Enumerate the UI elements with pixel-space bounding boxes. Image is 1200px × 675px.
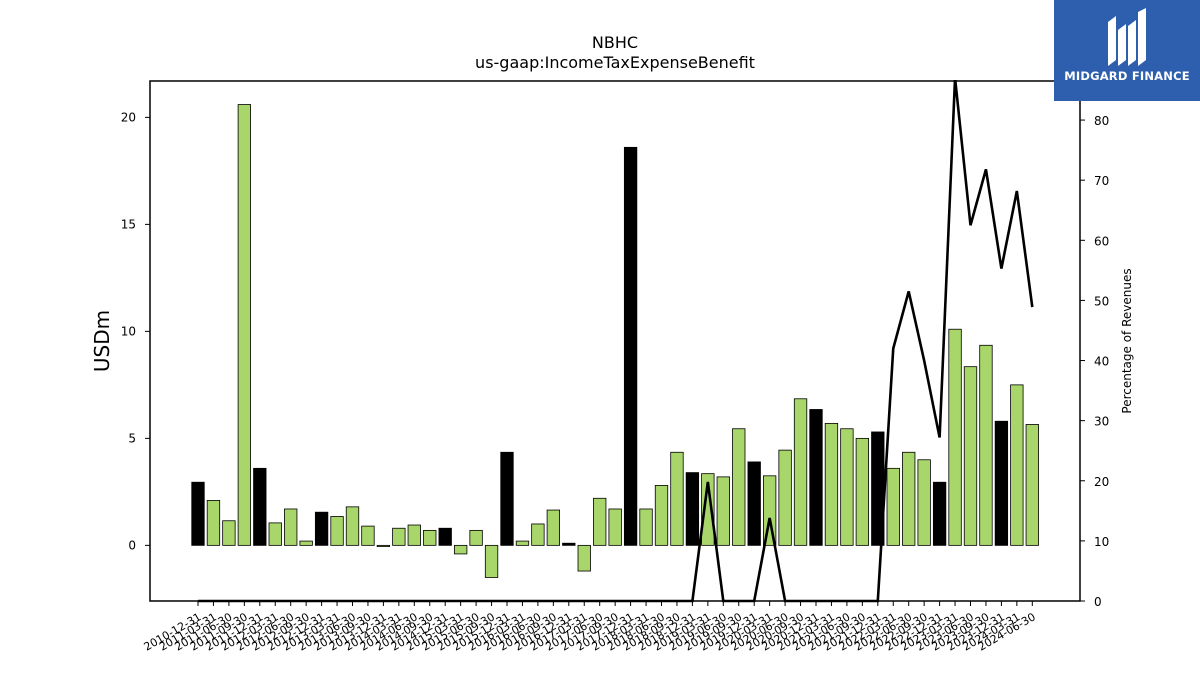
y2-tick-label: 0 bbox=[1094, 595, 1102, 609]
axes-layer: 05101520010203040506070802010-12-312011-… bbox=[0, 0, 1200, 654]
y2-axis-label: Percentage of Revenues bbox=[1120, 268, 1134, 413]
bar-2022-06-30 bbox=[902, 451, 916, 546]
bar-2020-12-31 bbox=[809, 409, 823, 546]
y2-tick-label: 50 bbox=[1094, 294, 1109, 308]
bar-2021-03-31 bbox=[824, 422, 839, 546]
y2-tick-label: 80 bbox=[1094, 114, 1109, 128]
bar-2016-06-30 bbox=[531, 523, 545, 546]
bar-2017-06-30 bbox=[593, 497, 607, 546]
bar-2021-09-30 bbox=[855, 437, 869, 546]
bar-2021-06-30 bbox=[840, 428, 854, 546]
y2-tick-label: 20 bbox=[1094, 475, 1109, 489]
bar-2017-09-30 bbox=[608, 508, 622, 546]
bar-2017-12-31 bbox=[623, 146, 638, 546]
logo-text: MIDGARD FINANCE bbox=[1064, 69, 1190, 83]
bar-2012-03-31 bbox=[268, 522, 282, 546]
bar-2017-03-31 bbox=[577, 544, 591, 572]
bar-2023-06-30 bbox=[963, 366, 978, 546]
bar-2019-09-30 bbox=[732, 428, 746, 546]
y2-tick-label: 70 bbox=[1094, 174, 1109, 188]
bar-2011-03-31 bbox=[206, 500, 221, 546]
chart-subtitle: us-gaap:IncomeTaxExpenseBenefit bbox=[475, 53, 755, 72]
y-tick-label: 0 bbox=[128, 538, 136, 552]
y-tick-label: 15 bbox=[121, 217, 136, 231]
bar-2012-12-31 bbox=[314, 511, 329, 546]
bar-2020-06-30 bbox=[778, 449, 792, 546]
bar-2015-12-31 bbox=[500, 451, 514, 546]
bar-2018-06-30 bbox=[654, 485, 669, 546]
bar-2018-12-31 bbox=[685, 472, 700, 546]
y2-tick-label: 10 bbox=[1094, 535, 1109, 549]
bar-2013-06-30 bbox=[345, 506, 360, 546]
bar-2013-12-31 bbox=[376, 544, 391, 547]
bar-2013-09-30 bbox=[361, 525, 375, 546]
chart-title: NBHC bbox=[592, 33, 638, 52]
top-mask bbox=[0, 0, 1200, 80]
y-tick-label: 5 bbox=[128, 431, 136, 445]
bar-2012-06-30 bbox=[284, 508, 298, 546]
bar-2022-12-31 bbox=[932, 481, 947, 546]
bar-2012-09-30 bbox=[299, 540, 313, 546]
bar-2011-06-30 bbox=[222, 520, 236, 546]
bar-2018-09-30 bbox=[670, 451, 684, 546]
bar-2022-03-31 bbox=[886, 467, 900, 546]
bar-2020-09-30 bbox=[793, 398, 808, 546]
y2-tick-label: 30 bbox=[1094, 415, 1109, 429]
bar-2023-12-31 bbox=[994, 420, 1009, 546]
y-tick-label: 10 bbox=[121, 324, 136, 338]
bar-2015-06-30 bbox=[469, 529, 483, 546]
bar-2013-03-31 bbox=[330, 516, 344, 546]
bar-2010-12-31 bbox=[191, 481, 205, 546]
bar-2019-06-30 bbox=[716, 476, 730, 546]
bar-2024-03-31 bbox=[1010, 384, 1024, 546]
brand-logo: MIDGARD FINANCE bbox=[1054, 0, 1200, 101]
bar-2023-03-31 bbox=[948, 328, 962, 546]
bar-2015-03-31 bbox=[453, 544, 468, 555]
logo-mark-icon bbox=[1108, 8, 1146, 66]
bar-2014-06-30 bbox=[407, 524, 421, 546]
y-tick-label: 20 bbox=[121, 110, 136, 124]
bar-2019-03-31 bbox=[701, 473, 715, 546]
bar-2018-03-31 bbox=[639, 508, 653, 546]
y2-tick-label: 60 bbox=[1094, 234, 1109, 248]
bar-2016-09-30 bbox=[546, 509, 560, 546]
y2-tick-label: 40 bbox=[1094, 355, 1109, 369]
bars-layer bbox=[191, 104, 1039, 578]
bar-2016-12-31 bbox=[562, 542, 576, 546]
bar-2019-12-31 bbox=[747, 461, 761, 546]
bar-2023-09-30 bbox=[979, 344, 993, 546]
bar-2015-09-30 bbox=[484, 544, 499, 578]
y-axis-label: USDm bbox=[90, 310, 114, 372]
bar-2011-12-31 bbox=[253, 467, 267, 546]
bar-2016-03-31 bbox=[515, 540, 530, 546]
bar-2022-09-30 bbox=[917, 459, 931, 546]
bar-2024-06-30 bbox=[1025, 424, 1039, 546]
bar-2014-09-30 bbox=[423, 529, 437, 546]
bar-2014-03-31 bbox=[392, 527, 406, 546]
bar-2014-12-31 bbox=[438, 527, 452, 546]
bar-2011-09-30 bbox=[237, 104, 252, 546]
